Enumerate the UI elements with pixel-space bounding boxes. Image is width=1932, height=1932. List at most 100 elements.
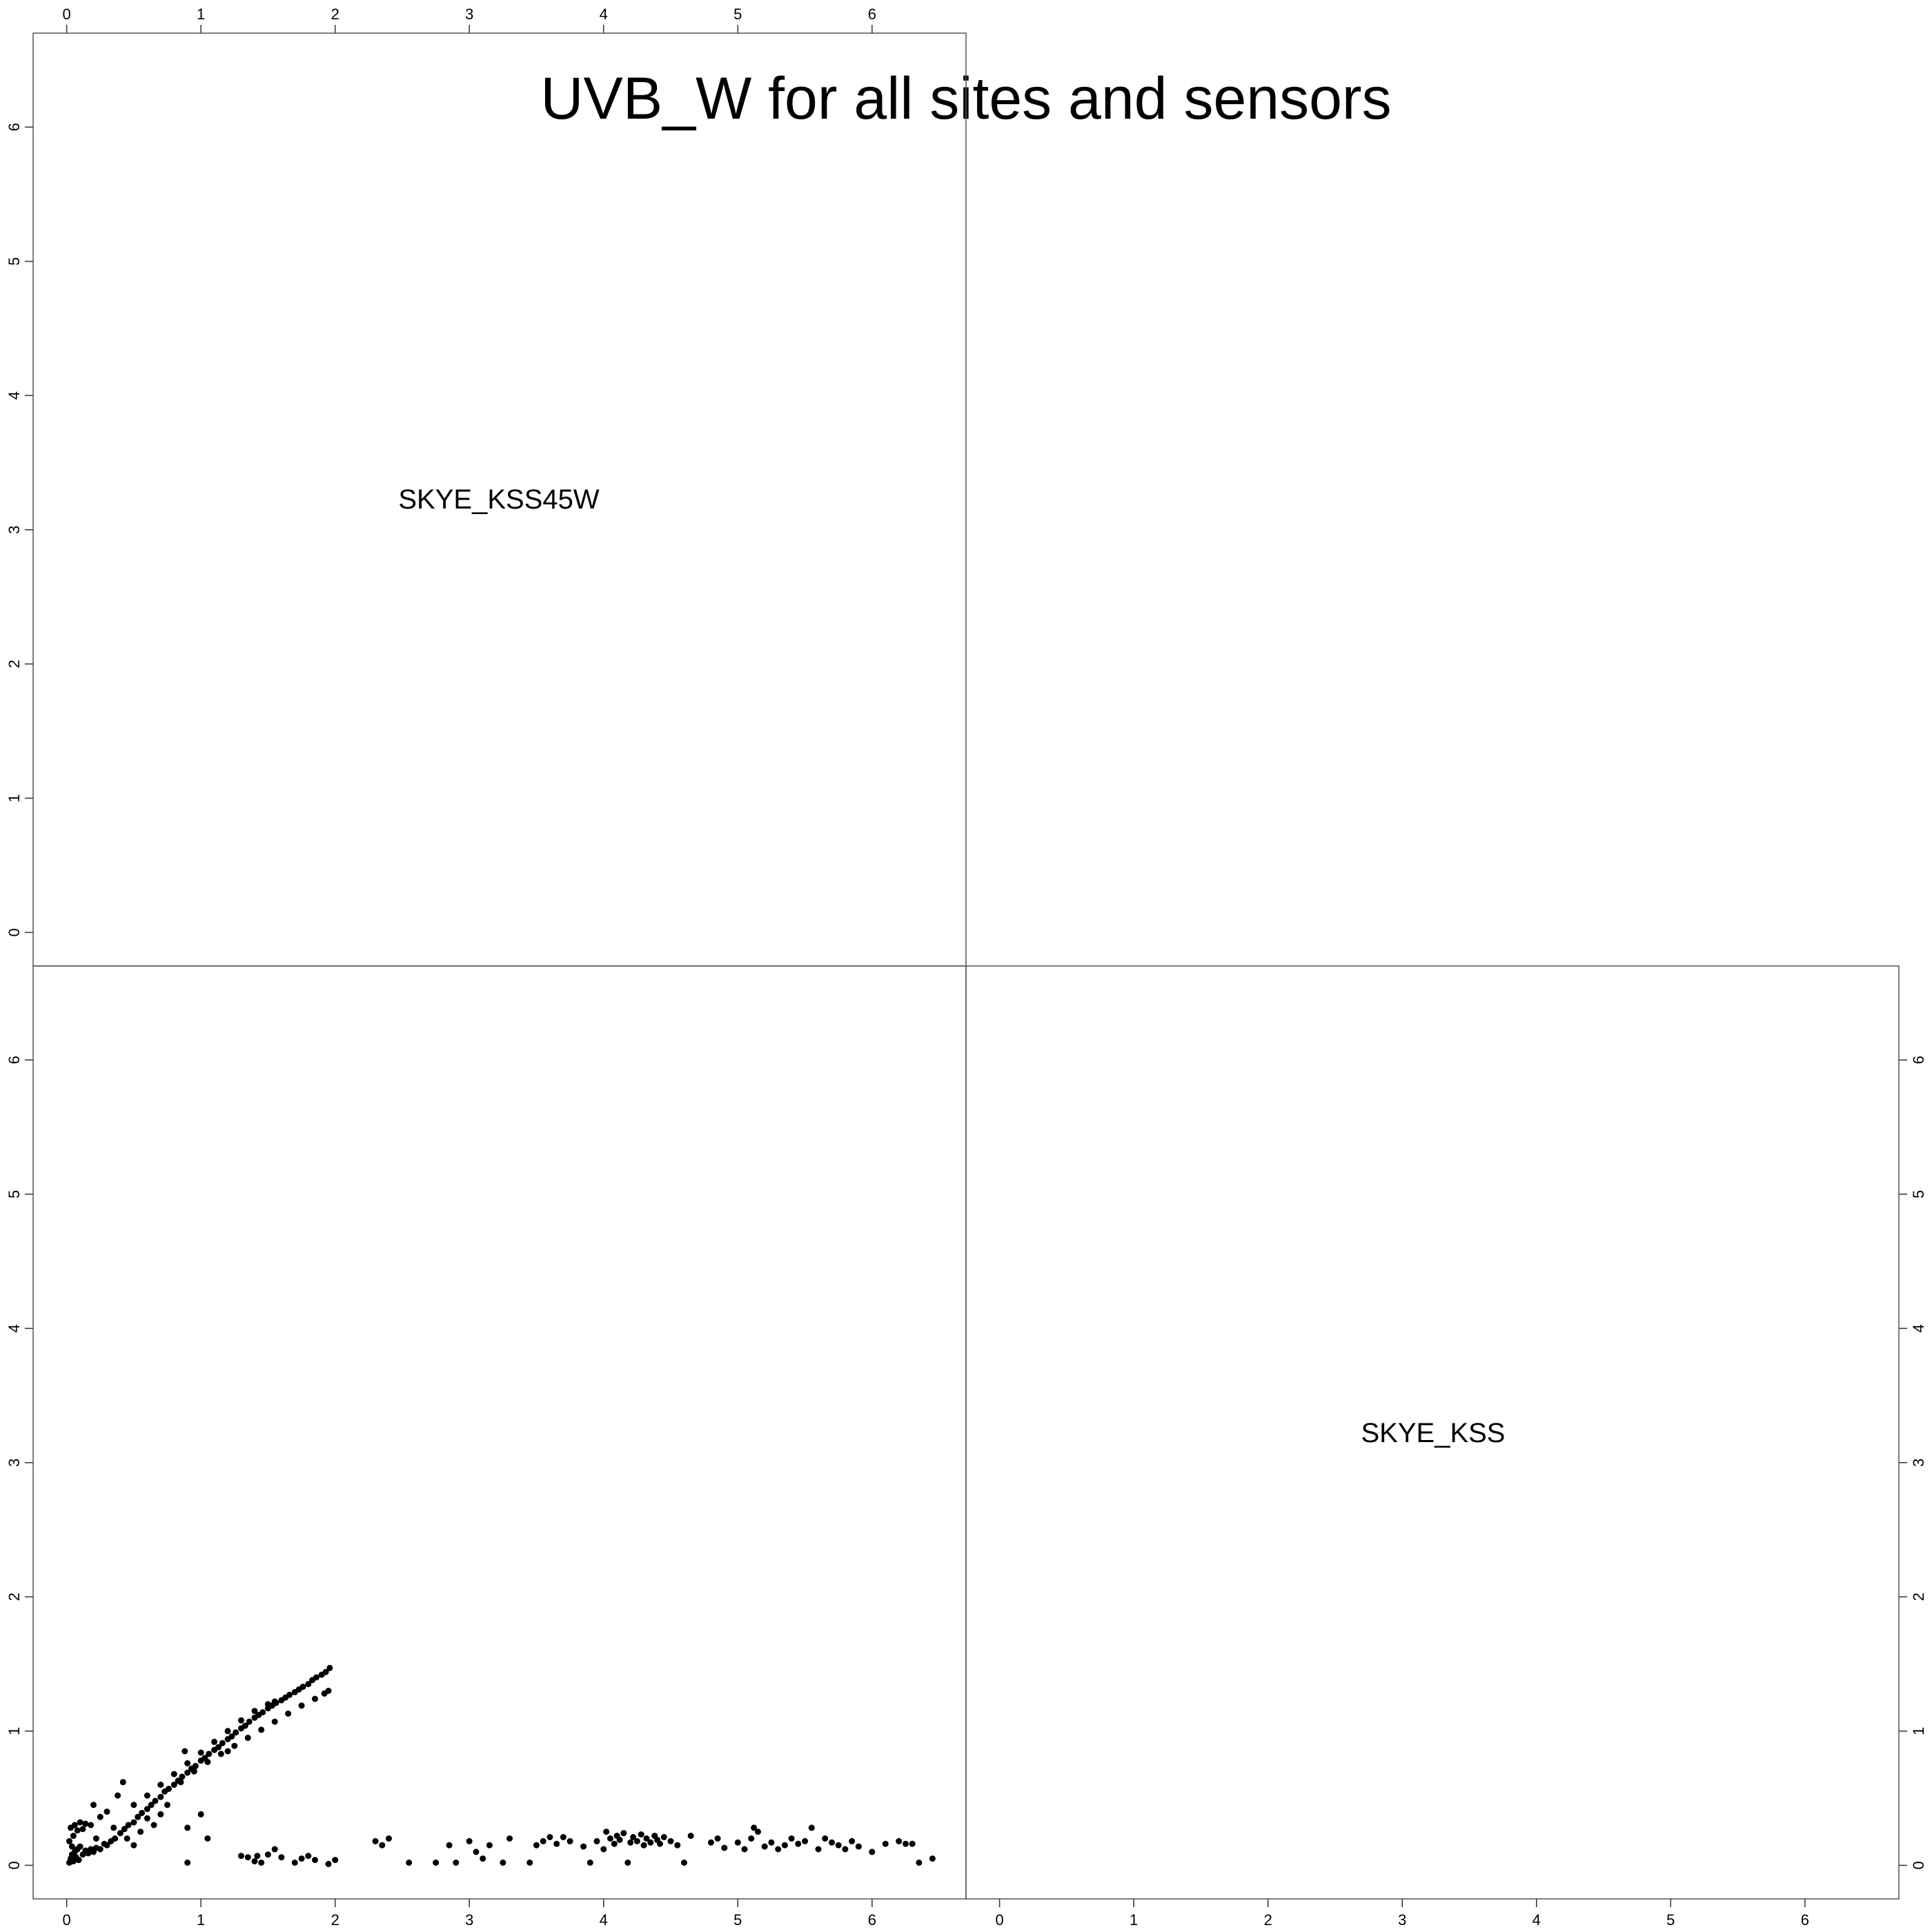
scatter-point-156	[566, 1837, 573, 1844]
scatter-point-51	[215, 1744, 221, 1751]
scatter-point-96	[312, 1695, 318, 1702]
scatter-point-170	[633, 1837, 640, 1844]
scatter-point-190	[755, 1828, 761, 1835]
axis-tick-label-left-upper-5: 5	[6, 257, 23, 266]
scatter-point-41	[170, 1782, 177, 1788]
scatter-point-173	[643, 1835, 650, 1842]
scatter-point-84	[224, 1728, 231, 1735]
scatter-point-106	[119, 1779, 126, 1786]
scatter-point-194	[781, 1842, 788, 1849]
scatter-point-16	[66, 1837, 72, 1844]
scatter-point-179	[667, 1837, 674, 1844]
axis-tick-label-bottom-right-3: 3	[1398, 1911, 1406, 1929]
axis-tick-label-left-lower-2: 2	[6, 1593, 23, 1601]
scatter-point-182	[687, 1833, 694, 1840]
scatter-point-90	[231, 1742, 238, 1749]
scatter-point-128	[264, 1851, 271, 1858]
scatter-point-202	[835, 1842, 842, 1849]
scatter-point-58	[246, 1718, 253, 1725]
scatter-point-181	[681, 1860, 687, 1866]
scatter-point-29	[117, 1830, 124, 1837]
axis-tick-label-left-lower-5: 5	[6, 1190, 23, 1199]
scatter-points	[66, 1664, 936, 1867]
scatter-point-150	[526, 1860, 533, 1866]
scatter-point-86	[251, 1708, 258, 1715]
scatter-point-206	[869, 1849, 876, 1855]
scatter-point-135	[325, 1860, 332, 1867]
scatter-point-158	[586, 1860, 593, 1866]
scatter-point-123	[238, 1853, 244, 1860]
scatter-point-9	[70, 1833, 77, 1840]
scatter-point-104	[103, 1808, 110, 1815]
scatter-point-144	[466, 1837, 473, 1844]
scatter-point-183	[707, 1839, 714, 1846]
axis-tick-label-top-2: 2	[331, 6, 339, 23]
axis-tick-label-top-0: 0	[63, 6, 71, 23]
scatter-point-208	[896, 1837, 903, 1844]
scatter-point-163	[611, 1840, 618, 1847]
scatter-point-93	[271, 1718, 278, 1725]
scatter-point-54	[228, 1733, 235, 1740]
scatter-point-210	[909, 1840, 916, 1847]
axis-tick-label-right-1: 1	[1910, 1727, 1927, 1735]
scatter-point-35	[144, 1806, 150, 1813]
scatter-point-149	[506, 1835, 513, 1842]
scatter-point-198	[808, 1824, 815, 1831]
variable-label-skye-kss: SKYE_KSS	[1361, 1418, 1505, 1448]
scatter-point-203	[842, 1846, 849, 1853]
scatter-point-83	[211, 1738, 218, 1745]
scatter-point-178	[660, 1834, 667, 1840]
scatter-point-133	[305, 1853, 312, 1860]
axis-tick-label-right-3: 3	[1910, 1459, 1927, 1467]
scatter-point-197	[802, 1837, 809, 1844]
scatter-point-30	[121, 1826, 128, 1833]
axis-tick-label-bottom-left-2: 2	[331, 1911, 339, 1929]
scatter-point-159	[593, 1837, 600, 1844]
scatter-point-67	[286, 1691, 293, 1698]
scatter-point-180	[674, 1842, 681, 1849]
scatter-point-145	[473, 1849, 480, 1855]
scatter-point-177	[657, 1840, 663, 1847]
scatter-point-125	[251, 1858, 258, 1864]
axes-layer: 0 1 2 3 4 5 6 0 1 2 3 4 5 6 0 1 2 3 4 5 6 0 1 2 3 4 5 6 0 1 2 3 4 5 6 0 1 2 3 4…	[6, 6, 1927, 1929]
scatter-point-138	[379, 1842, 386, 1849]
scatter-point-82	[197, 1749, 204, 1756]
axis-tick-label-top-6: 6	[868, 6, 876, 23]
scatter-point-33	[135, 1813, 141, 1820]
scatter-point-14	[79, 1826, 86, 1833]
axis-tick-label-bottom-left-0: 0	[63, 1911, 71, 1929]
scatter-point-108	[110, 1824, 117, 1831]
scatter-point-147	[486, 1842, 493, 1849]
scatter-point-195	[788, 1835, 795, 1842]
scatter-point-46	[192, 1762, 199, 1769]
scatter-point-101	[204, 1759, 211, 1766]
scatter-point-118	[184, 1824, 191, 1831]
scatter-point-105	[115, 1792, 121, 1799]
axis-tick-label-top-5: 5	[733, 6, 742, 23]
scatter-point-187	[741, 1846, 748, 1853]
scatter-point-103	[97, 1813, 103, 1820]
scatter-point-121	[184, 1860, 191, 1866]
scatter-point-204	[849, 1837, 856, 1844]
axis-tick-label-right-2: 2	[1910, 1593, 1927, 1601]
scatter-point-7	[75, 1857, 82, 1864]
scatter-point-134	[312, 1857, 318, 1864]
scatter-point-168	[627, 1839, 634, 1846]
scatter-point-55	[233, 1729, 239, 1736]
scatter-point-172	[640, 1842, 647, 1849]
scatter-point-171	[638, 1831, 644, 1838]
scatter-point-186	[734, 1839, 741, 1846]
scatter-point-141	[433, 1860, 440, 1866]
scatter-point-85	[238, 1717, 244, 1724]
scatter-point-17	[68, 1843, 75, 1850]
scatter-point-127	[258, 1860, 265, 1866]
scatter-point-12	[74, 1827, 81, 1834]
scatter-point-13	[77, 1819, 83, 1826]
axis-tick-label-left-upper-0: 0	[6, 928, 23, 936]
scatter-point-153	[546, 1834, 553, 1840]
axis-tick-label-top-1: 1	[197, 6, 205, 23]
scatter-point-139	[386, 1835, 392, 1842]
scatter-point-112	[150, 1822, 157, 1828]
scatter-point-24	[97, 1846, 103, 1853]
axis-tick-label-left-lower-6: 6	[6, 1056, 23, 1064]
